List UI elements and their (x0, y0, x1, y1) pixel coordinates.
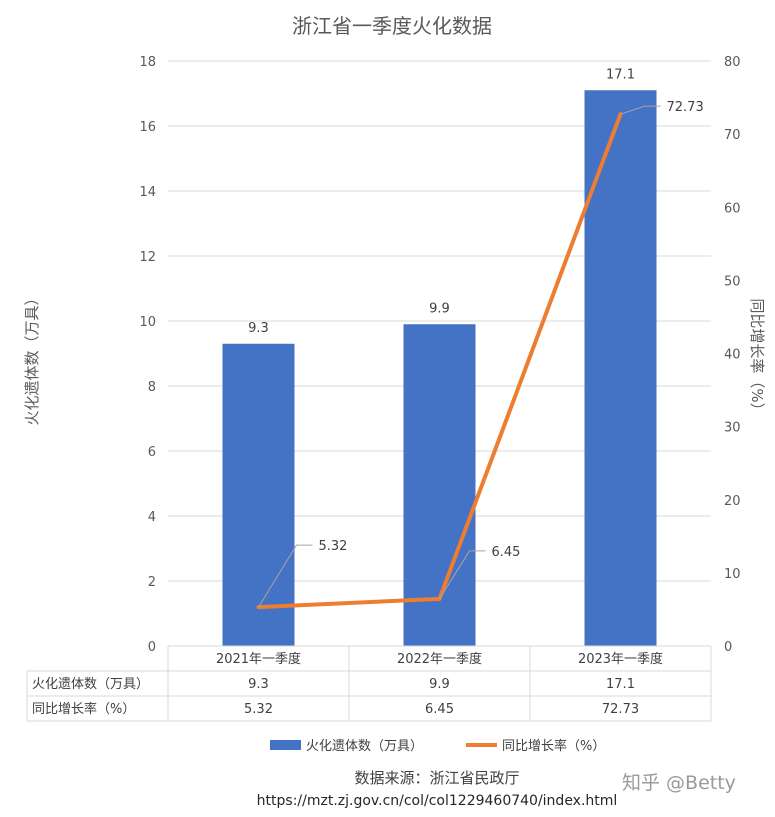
watermark: 知乎 @Betty (622, 772, 736, 794)
x-category-label: 2021年一季度 (216, 651, 301, 667)
y2-axis-title: 同比增长率（%） (748, 298, 766, 417)
line-data-label: 72.73 (667, 100, 704, 115)
table-cell: 6.45 (425, 702, 454, 717)
legend-label: 火化遗体数（万具） (306, 739, 423, 754)
leader-line (258, 544, 313, 608)
y-tick-label: 10 (139, 315, 156, 330)
y2-tick-label: 30 (724, 421, 741, 436)
bar (403, 324, 476, 646)
y-tick-label: 8 (148, 380, 156, 395)
table-cell: 9.9 (429, 677, 450, 692)
table-row-label: 火化遗体数（万具） (32, 677, 149, 692)
leader-line (620, 105, 661, 115)
y-axis-title: 火化遗体数（万具） (23, 290, 41, 425)
y2-tick-label: 10 (724, 567, 741, 582)
leader-line (439, 550, 486, 600)
y2-tick-label: 20 (724, 494, 741, 509)
y-tick-label: 16 (139, 120, 156, 135)
legend-swatch-bar (270, 740, 301, 750)
legend-label: 同比增长率（%） (502, 738, 605, 754)
y-tick-label: 2 (148, 575, 156, 590)
table-cell: 5.32 (244, 702, 273, 717)
chart-title: 浙江省一季度火化数据 (292, 14, 492, 38)
source-url: https://mzt.zj.gov.cn/col/col1229460740/… (257, 793, 618, 809)
table-row-label: 同比增长率（%） (32, 701, 135, 717)
line-data-label: 5.32 (319, 539, 348, 554)
bar-data-label: 9.9 (429, 301, 450, 316)
y2-tick-label: 0 (724, 640, 732, 655)
bar-data-label: 17.1 (606, 67, 635, 82)
x-category-label: 2023年一季度 (578, 651, 663, 667)
y-tick-label: 0 (148, 640, 156, 655)
bar-data-label: 9.3 (248, 321, 269, 336)
x-category-label: 2022年一季度 (397, 651, 482, 667)
y2-tick-label: 50 (724, 274, 741, 289)
y-tick-label: 18 (139, 55, 156, 70)
y-tick-label: 6 (148, 445, 156, 460)
bar (222, 343, 295, 646)
table-cell: 17.1 (606, 677, 635, 692)
y2-tick-label: 40 (724, 348, 741, 363)
line-data-label: 6.45 (492, 545, 521, 560)
y-tick-label: 14 (139, 185, 156, 200)
bar (584, 90, 657, 646)
y-tick-label: 12 (139, 250, 156, 265)
table-cell: 9.3 (248, 677, 269, 692)
y2-tick-label: 60 (724, 201, 741, 216)
source-label: 数据来源：浙江省民政厅 (354, 769, 519, 787)
y2-tick-label: 70 (724, 128, 741, 143)
y2-tick-label: 80 (724, 55, 741, 70)
y-tick-label: 4 (148, 510, 156, 525)
table-cell: 72.73 (602, 702, 639, 717)
